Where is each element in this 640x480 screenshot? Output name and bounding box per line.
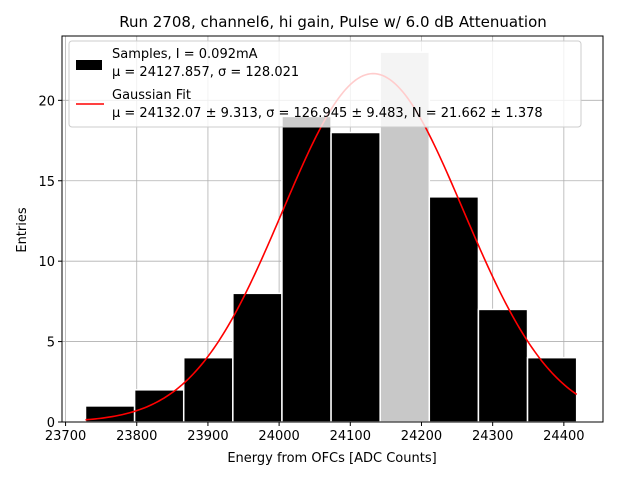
histogram-bar (182, 356, 234, 423)
legend-samples-swatch (76, 60, 102, 70)
histogram-bar (232, 292, 283, 423)
axis-ticks: 23700 23800 23900 24000 24100 24200 24300 24400… (38, 94, 584, 444)
x-tick-label: 23800 (116, 429, 157, 444)
x-tick-label: 24000 (258, 429, 299, 444)
y-tick-label: 10 (38, 255, 55, 270)
legend-box (68, 40, 582, 128)
x-tick-label: 23900 (187, 429, 228, 444)
y-tick-label: 20 (38, 94, 55, 109)
histogram-bar (428, 196, 480, 423)
x-axis-label: Energy from OFCs [ADC Counts] (227, 451, 436, 466)
legend: Samples, I = 0.092mA μ = 24127.857, σ = … (68, 40, 582, 128)
y-axis-label: Entries (15, 207, 30, 253)
histogram-bar (526, 356, 578, 423)
x-tick-label: 24100 (330, 429, 371, 444)
y-tick-label: 15 (38, 175, 55, 190)
y-tick-label: 5 (47, 336, 55, 351)
x-tick-label: 24300 (472, 429, 513, 444)
plot-area-frame (61, 35, 604, 423)
legend-samples-stats: μ = 24127.857, σ = 128.021 (112, 65, 299, 80)
histogram-bar (477, 308, 529, 423)
x-tick-label: 24200 (401, 429, 442, 444)
histogram-bar (330, 131, 381, 423)
legend-samples-label: Samples, I = 0.092mA (112, 47, 258, 62)
chart-title: Run 2708, channel6, hi gain, Pulse w/ 6.… (119, 13, 547, 31)
legend-fit-label: Gaussian Fit (112, 88, 191, 103)
legend-fit-stats: μ = 24132.07 ± 9.313, σ = 126.945 ± 9.48… (112, 106, 543, 121)
x-tick-label: 23700 (45, 429, 86, 444)
x-tick-label: 24400 (543, 429, 584, 444)
histogram-bar (281, 115, 332, 423)
histogram-bar (133, 389, 185, 423)
y-tick-label: 0 (47, 416, 55, 431)
